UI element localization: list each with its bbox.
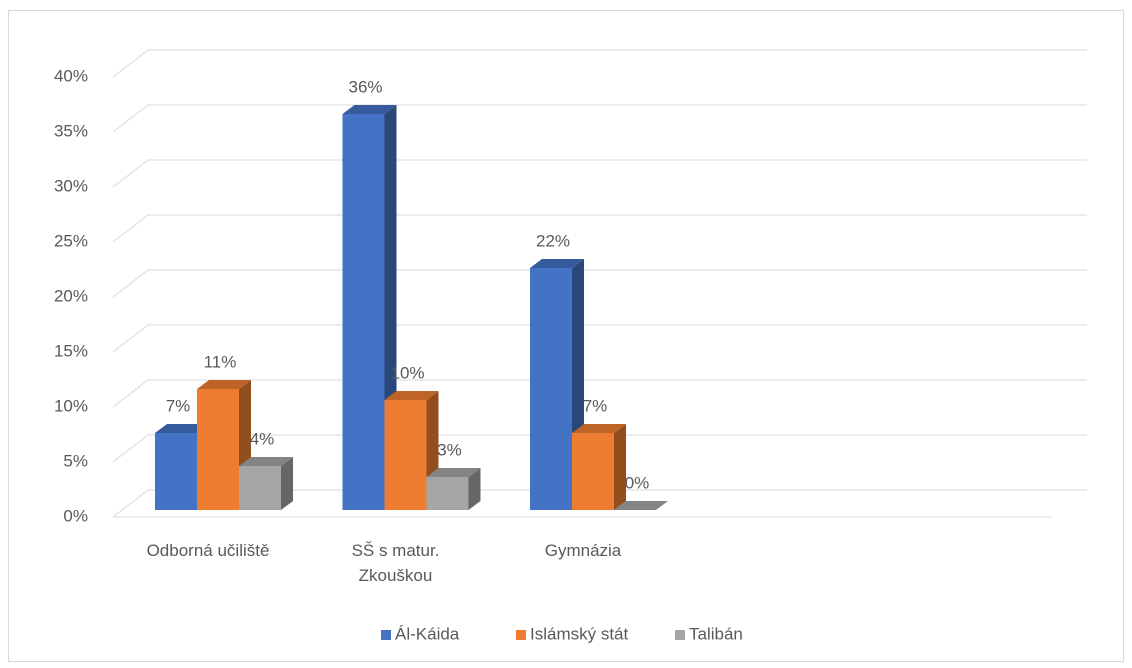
grid-line bbox=[112, 104, 1087, 133]
data-label: 0% bbox=[625, 473, 650, 492]
bar-top bbox=[530, 259, 584, 268]
legend-label: Talibán bbox=[689, 624, 743, 643]
y-tick-label: 30% bbox=[54, 176, 88, 195]
grid-line bbox=[112, 434, 1087, 463]
legend-swatch bbox=[516, 630, 526, 640]
data-label: 7% bbox=[166, 396, 191, 415]
grid-line bbox=[112, 489, 1087, 518]
data-label: 7% bbox=[583, 396, 608, 415]
bar bbox=[342, 114, 385, 510]
grid-line bbox=[112, 269, 1087, 298]
y-tick-label: 35% bbox=[54, 121, 88, 140]
data-label: 10% bbox=[390, 363, 424, 382]
y-tick-label: 40% bbox=[54, 66, 88, 85]
bar-top bbox=[197, 380, 251, 389]
legend-swatch bbox=[381, 630, 391, 640]
x-tick-label: Odborná učiliště bbox=[146, 541, 270, 560]
bar-top bbox=[384, 391, 439, 400]
bar-side bbox=[281, 457, 293, 510]
bar-top bbox=[614, 501, 668, 510]
x-tick-label: SŠ s matur. Zkouškou bbox=[351, 541, 440, 585]
bar bbox=[530, 268, 572, 510]
grid-line bbox=[112, 379, 1087, 408]
data-label: 11% bbox=[204, 352, 237, 371]
bar bbox=[384, 400, 427, 510]
bar-side bbox=[468, 468, 481, 510]
bar bbox=[197, 389, 239, 510]
y-tick-label: 10% bbox=[54, 396, 88, 415]
grid-line bbox=[112, 159, 1087, 188]
bar-top bbox=[155, 424, 209, 433]
bar-top bbox=[426, 468, 481, 477]
bar bbox=[239, 466, 281, 510]
data-label: 36% bbox=[348, 77, 382, 96]
y-tick-label: 5% bbox=[63, 451, 88, 470]
bar bbox=[155, 433, 197, 510]
legend-swatch bbox=[675, 630, 685, 640]
y-tick-label: 15% bbox=[54, 341, 88, 360]
y-tick-label: 25% bbox=[54, 231, 88, 250]
bar-top bbox=[572, 424, 626, 433]
data-label: 3% bbox=[437, 440, 462, 459]
bar bbox=[572, 433, 614, 510]
bar-side bbox=[614, 424, 626, 510]
bar-top bbox=[342, 105, 397, 114]
data-label: 4% bbox=[250, 429, 275, 448]
grid-line bbox=[112, 214, 1087, 243]
data-label: 22% bbox=[536, 231, 570, 250]
bar-top bbox=[239, 457, 293, 466]
legend-label: Islámský stát bbox=[530, 624, 629, 643]
grid-line bbox=[112, 49, 1087, 78]
grid-line bbox=[112, 324, 1087, 353]
bar bbox=[426, 477, 469, 510]
x-tick-label: Gymnázia bbox=[544, 541, 622, 560]
y-tick-label: 0% bbox=[63, 506, 88, 525]
legend-label: Ál-Káida bbox=[395, 624, 460, 643]
y-tick-label: 20% bbox=[54, 286, 88, 305]
